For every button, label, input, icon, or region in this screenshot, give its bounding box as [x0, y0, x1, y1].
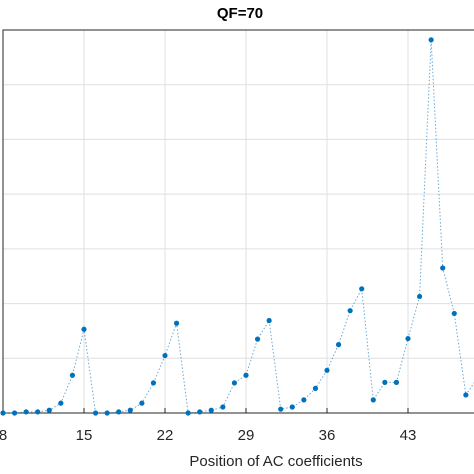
- data-point: [451, 310, 457, 317]
- data-point: [81, 326, 87, 332]
- data-point: [243, 372, 249, 378]
- data-point: [35, 409, 41, 415]
- data-point: [220, 404, 226, 410]
- data-point: [335, 342, 342, 348]
- data-point: [266, 317, 272, 324]
- data-point: [104, 410, 110, 416]
- data-point: [139, 400, 145, 406]
- data-point: [46, 407, 52, 413]
- data-point: [116, 409, 122, 415]
- data-point: [0, 410, 6, 416]
- data-point: [301, 397, 307, 403]
- data-point: [416, 293, 423, 300]
- data-point: [69, 372, 76, 378]
- data-point: [254, 336, 261, 342]
- data-point: [440, 265, 446, 271]
- data-point: [312, 385, 319, 391]
- series-line: [3, 39, 474, 414]
- data-point: [382, 379, 388, 385]
- data-point: [463, 392, 469, 398]
- x-tick-label: 22: [157, 427, 174, 444]
- data-point: [324, 367, 330, 373]
- x-tick-label: 8: [0, 427, 7, 444]
- plot-frame: [2, 29, 474, 414]
- data-point: [370, 397, 376, 403]
- x-tick-label: 29: [238, 427, 255, 444]
- data-point: [359, 286, 365, 292]
- data-point: [197, 409, 203, 415]
- data-point: [393, 379, 400, 385]
- data-point: [289, 404, 295, 410]
- data-point: [11, 410, 18, 416]
- data-point: [405, 335, 411, 342]
- data-point: [58, 400, 64, 406]
- data-point: [278, 406, 284, 412]
- data-point: [173, 320, 180, 326]
- data-point: [162, 352, 168, 359]
- x-tick-label: 43: [400, 427, 417, 444]
- chart-title: QF=70: [217, 5, 263, 22]
- x-tick-label: 15: [76, 427, 93, 444]
- data-point: [428, 37, 434, 43]
- data-point: [127, 407, 133, 413]
- x-axis-label: Position of AC coefficients: [189, 453, 362, 470]
- data-point: [185, 410, 191, 416]
- data-point: [150, 380, 157, 386]
- data-point: [231, 380, 238, 386]
- data-point: [92, 410, 99, 416]
- data-point: [23, 409, 29, 415]
- data-point: [208, 407, 214, 413]
- data-point: [347, 308, 353, 314]
- x-tick-label: 36: [319, 427, 336, 444]
